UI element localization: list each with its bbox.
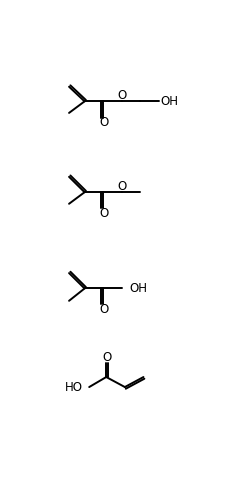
Text: OH: OH (129, 282, 147, 295)
Text: O: O (117, 180, 126, 194)
Text: O: O (102, 351, 111, 365)
Text: O: O (99, 303, 108, 316)
Text: O: O (99, 207, 108, 220)
Text: HO: HO (65, 380, 83, 394)
Text: OH: OH (160, 95, 178, 108)
Text: O: O (99, 116, 108, 129)
Text: O: O (117, 90, 126, 103)
